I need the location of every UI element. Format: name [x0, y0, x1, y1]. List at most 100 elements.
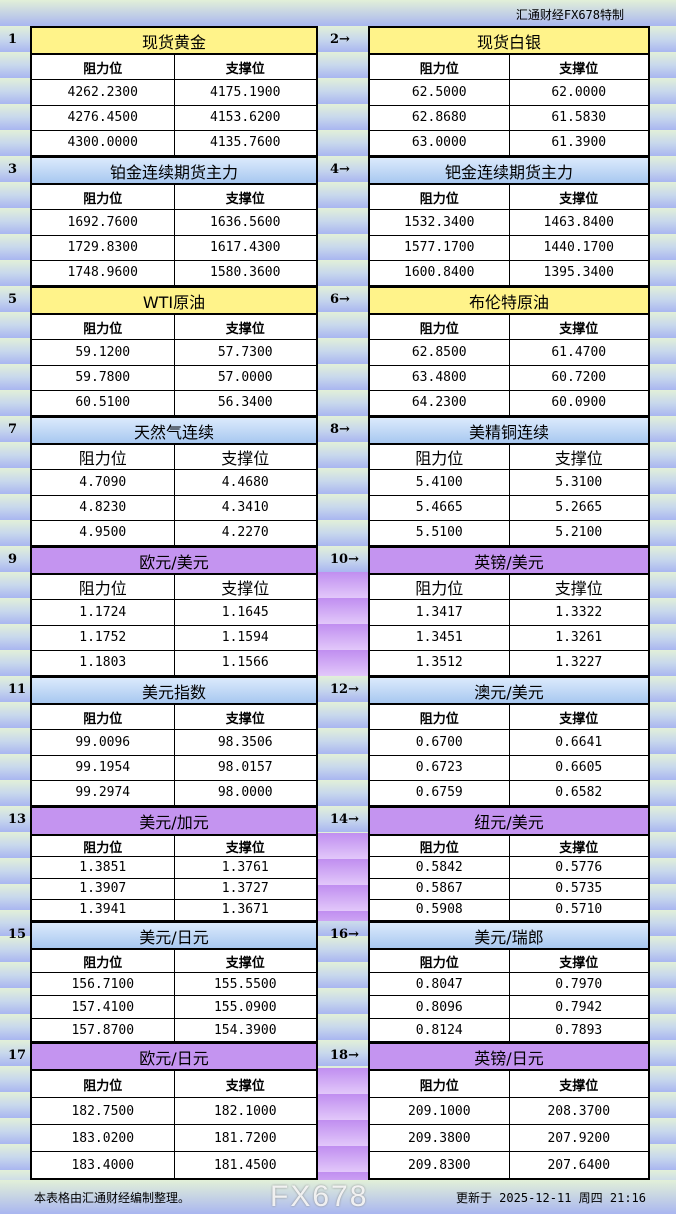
support-header: 支撑位	[554, 579, 603, 599]
resistance-value: 1.3451	[370, 625, 510, 650]
table-row: 4276.4500 4153.6200	[32, 104, 316, 130]
table-row: 1.3512 1.3227	[370, 649, 648, 675]
support-value: 62.0000	[551, 84, 607, 100]
table-row: 157.4100 155.0900	[32, 995, 316, 1018]
resistance-value: 99.0096	[32, 730, 175, 755]
resistance-value: 209.8300	[370, 1152, 510, 1178]
table-row: 5.5100 5.2100	[370, 519, 648, 545]
brand-label: 汇通财经FX678特制	[515, 8, 624, 22]
table-row: 0.5842 0.5776	[370, 856, 648, 878]
header-row: 阻力位 支撑位	[370, 949, 648, 972]
resistance-header: 阻力位	[32, 950, 175, 972]
resistance-value: 5.4100	[370, 470, 510, 495]
table-row: 0.5867 0.5735	[370, 877, 648, 899]
support-value: 4175.1900	[210, 84, 281, 100]
resistance-value: 4300.0000	[32, 130, 175, 155]
support-value: 5.2665	[555, 500, 603, 516]
table-row: 62.5000 62.0000	[370, 79, 648, 105]
table-number: 15	[8, 926, 27, 942]
resistance-header: 阻力位	[370, 705, 510, 730]
table-number: 5	[8, 291, 18, 307]
support-value: 181.4500	[213, 1157, 277, 1173]
table-row: 64.2300 60.0900	[370, 389, 648, 415]
table-row: 0.8096 0.7942	[370, 995, 648, 1018]
table-row: 62.8500 61.4700	[370, 339, 648, 365]
table-number: 3	[8, 161, 18, 177]
support-header: 支撑位	[559, 191, 599, 207]
support-value: 207.9200	[547, 1130, 611, 1146]
table-number: 4→	[330, 161, 350, 177]
footer-note: 本表格由汇通财经编制整理。	[34, 1191, 191, 1205]
table-number: 9	[8, 551, 18, 567]
resistance-value: 1600.8400	[370, 260, 510, 285]
support-value: 61.3900	[551, 135, 607, 151]
table-row: 183.4000 181.4500	[32, 1151, 316, 1178]
table-row: 5.4665 5.2665	[370, 494, 648, 520]
update-time: 更新于 2025-12-11 周四 21:16	[455, 1191, 646, 1205]
support-value: 207.6400	[547, 1157, 611, 1173]
support-value: 1395.3400	[543, 265, 614, 281]
resistance-header: 阻力位	[32, 836, 175, 857]
header-row: 阻力位 支撑位	[32, 314, 316, 340]
resistance-value: 4262.2300	[32, 80, 175, 105]
table-row: 182.7500 182.1000	[32, 1097, 316, 1124]
resistance-value: 62.8680	[370, 105, 510, 130]
resistance-value: 157.8700	[32, 1019, 175, 1041]
support-header: 支撑位	[559, 840, 599, 856]
resistance-header: 阻力位	[370, 1071, 510, 1097]
support-value: 154.3900	[213, 1022, 277, 1038]
table-row: 0.5908 0.5710	[370, 898, 648, 920]
table-number: 14→	[330, 812, 359, 827]
resistance-header: 阻力位	[370, 55, 510, 80]
resistance-value: 4.8230	[32, 495, 175, 520]
support-value: 5.3100	[555, 474, 603, 490]
support-header: 支撑位	[221, 449, 270, 469]
instrument-title: 美元/瑞郎	[370, 923, 648, 949]
instrument-title: 钯金连续期货主力	[370, 158, 648, 184]
quote-table: 美元指数 阻力位 支撑位 99.0096 98.3506 99.1954 98.0157 99…	[30, 676, 318, 807]
resistance-value: 1532.3400	[370, 210, 510, 235]
support-value: 1.3227	[555, 655, 603, 671]
resistance-value: 4.7090	[32, 470, 175, 495]
resistance-value: 0.6723	[370, 755, 510, 780]
support-value: 1.3727	[221, 881, 269, 897]
header-row: 阻力位 支撑位	[370, 184, 648, 210]
resistance-header: 阻力位	[370, 575, 510, 600]
support-value: 1.1645	[221, 604, 269, 620]
resistance-header: 阻力位	[32, 445, 175, 470]
resistance-value: 1.1752	[32, 625, 175, 650]
middle-strip	[316, 1068, 368, 1180]
table-row: 0.8124 0.7893	[370, 1018, 648, 1041]
resistance-header: 阻力位	[370, 185, 510, 210]
table-row: 209.1000 208.3700	[370, 1097, 648, 1124]
table-row: 4.9500 4.2270	[32, 519, 316, 545]
header-row: 阻力位 支撑位	[32, 54, 316, 80]
support-value: 182.1000	[213, 1103, 277, 1119]
table-row: 4262.2300 4175.1900	[32, 79, 316, 105]
support-value: 60.0900	[551, 395, 607, 411]
resistance-value: 1.3417	[370, 600, 510, 625]
table-row: 1.3417 1.3322	[370, 599, 648, 625]
header-row: 阻力位 支撑位	[370, 574, 648, 600]
quote-table: 天然气连续 阻力位 支撑位 4.7090 4.4680 4.8230 4.3410 4.950…	[30, 416, 318, 547]
header-row: 阻力位 支撑位	[370, 704, 648, 730]
table-row: 63.4800 60.7200	[370, 364, 648, 390]
resistance-value: 0.8124	[370, 1019, 510, 1041]
instrument-title: 英镑/美元	[370, 548, 648, 574]
resistance-value: 182.7500	[32, 1098, 175, 1124]
support-value: 155.0900	[213, 999, 277, 1015]
quote-table: 布伦特原油 阻力位 支撑位 62.8500 61.4700 63.4800 60.7200 6…	[368, 286, 650, 417]
resistance-header: 阻力位	[370, 315, 510, 340]
table-row: 0.6723 0.6605	[370, 754, 648, 780]
resistance-value: 60.5100	[32, 390, 175, 415]
instrument-title: 布伦特原油	[370, 288, 648, 314]
header-row: 阻力位 支撑位	[32, 835, 316, 857]
support-header: 支撑位	[559, 321, 599, 337]
resistance-value: 5.5100	[370, 520, 510, 545]
table-number: 6→	[330, 291, 350, 307]
resistance-value: 1692.7600	[32, 210, 175, 235]
support-value: 5.2100	[555, 525, 603, 541]
support-value: 1463.8400	[543, 214, 614, 230]
support-value: 4135.7600	[210, 135, 281, 151]
table-row: 60.5100 56.3400	[32, 389, 316, 415]
